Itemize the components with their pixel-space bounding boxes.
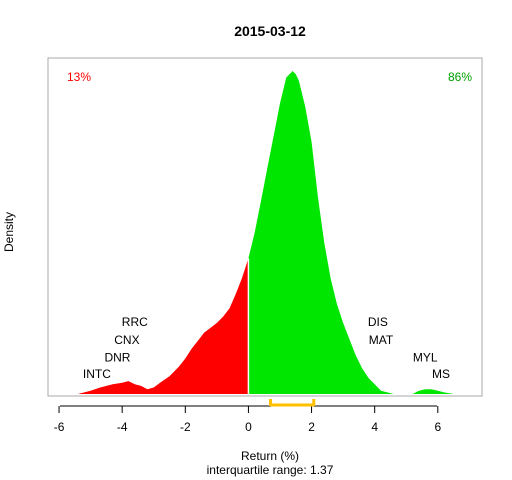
x-tick-label: 0 xyxy=(245,420,252,434)
density-area-group xyxy=(78,71,454,394)
y-axis-label: Density xyxy=(2,212,16,252)
plot-frame xyxy=(47,57,483,397)
ticker-label: CNX xyxy=(114,333,139,347)
x-tick-label: 4 xyxy=(371,420,378,434)
x-tick-label: -6 xyxy=(54,420,65,434)
x-tick-label: -4 xyxy=(117,420,128,434)
positive-share-label: 86% xyxy=(448,70,472,84)
ticker-label: DNR xyxy=(104,351,130,365)
chart-title: 2015-03-12 xyxy=(234,23,306,39)
x-axis-ticks: -6 -4 -2 0 2 4 6 xyxy=(54,406,441,434)
ticker-annotations: RRC CNX DNR INTC DIS MAT MYL MS xyxy=(83,315,450,381)
x-tick-label: 2 xyxy=(308,420,315,434)
x-tick-label: -2 xyxy=(180,420,191,434)
chart-subtitle: interquartile range: 1.37 xyxy=(207,463,334,477)
ticker-label: INTC xyxy=(83,367,111,381)
negative-density-area xyxy=(78,258,249,394)
ticker-label: DIS xyxy=(368,315,388,329)
x-axis-label: Return (%) xyxy=(241,449,299,463)
ticker-label: MS xyxy=(432,367,450,381)
ticker-label: MYL xyxy=(413,351,438,365)
ticker-label: MAT xyxy=(369,333,394,347)
positive-density-area xyxy=(248,71,454,394)
ticker-label: RRC xyxy=(122,315,148,329)
iqr-bracket xyxy=(269,399,316,407)
negative-share-label: 13% xyxy=(67,70,91,84)
x-tick-label: 6 xyxy=(434,420,441,434)
